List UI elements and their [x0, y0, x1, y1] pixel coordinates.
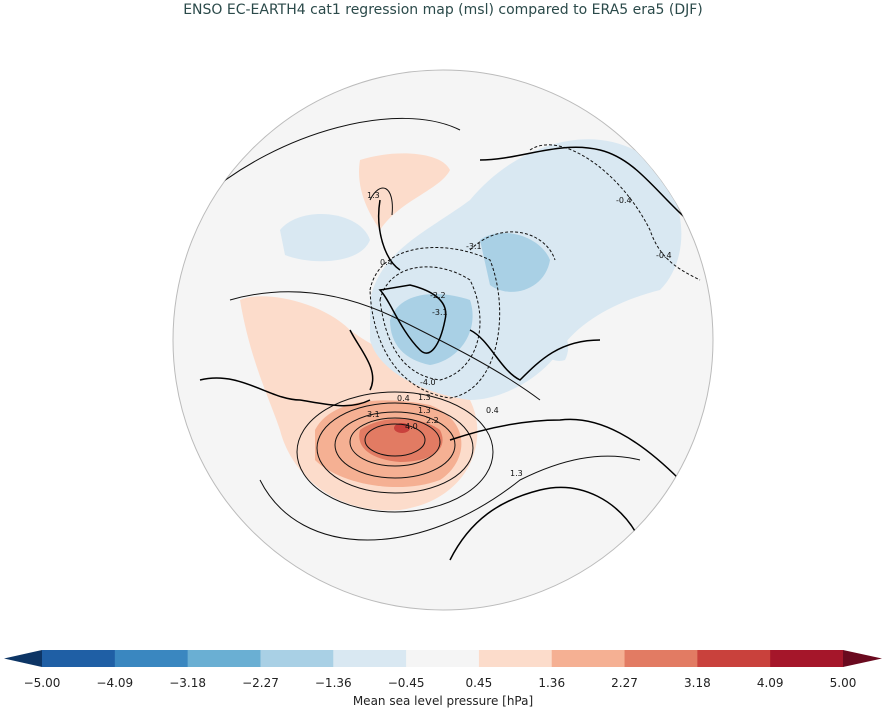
- contour-line: [316, 402, 474, 494]
- colorbar-segment: [624, 650, 698, 667]
- colorbar-tick-label: −4.09: [96, 676, 134, 690]
- contour-label: 2.2: [426, 416, 439, 425]
- contour-line: [369, 187, 393, 216]
- colorbar-segment: [187, 650, 261, 667]
- contour-line: [349, 417, 441, 467]
- colorbar-segment: [770, 650, 844, 667]
- coastline: [449, 486, 641, 561]
- colorbar-tick-label: −3.18: [169, 676, 207, 690]
- polar-map: 1.3 0.4 -2.2 -3.1 -4.0 0.4 1.3 1.3 2.2 3…: [172, 69, 714, 611]
- colorbar-tick-label: 2.27: [611, 676, 638, 690]
- colorbar-label: Mean sea level pressure [hPa]: [352, 694, 534, 708]
- contour-line-negative: [529, 144, 701, 281]
- coastline: [469, 329, 601, 381]
- colorbar-segment: [478, 650, 553, 667]
- colorbar-tick-label: −0.45: [387, 676, 425, 690]
- contour-label: -0.4: [656, 251, 672, 260]
- coastline: [449, 418, 681, 481]
- colorbar: [4, 650, 882, 667]
- contour-label: -2.2: [430, 291, 446, 300]
- coastline: [479, 146, 701, 231]
- contour-label: 0.4: [397, 394, 410, 403]
- contour-line: [334, 411, 456, 479]
- colorbar-tick-label: 4.09: [756, 676, 784, 690]
- contour-line: [199, 117, 461, 201]
- colorbar-tick-label: −5.00: [23, 676, 61, 690]
- colorbar-tick-label: 3.18: [684, 676, 711, 690]
- contour-line: [296, 391, 494, 513]
- contour-label: 1.3: [418, 393, 431, 402]
- coastline: [349, 329, 374, 391]
- colorbar-segment: [697, 650, 771, 667]
- colorbar-segment: [114, 650, 189, 667]
- colorbar-segment: [333, 650, 407, 667]
- anomaly-pos-3: [359, 418, 443, 462]
- colorbar-tick-label: 5.00: [829, 676, 857, 690]
- coastline: [378, 199, 401, 271]
- colorbar-tick-label: 1.36: [538, 676, 566, 690]
- colorbar-segment: [551, 650, 626, 667]
- colorbar-tick-label: 0.45: [465, 676, 493, 690]
- contour-label: 1.3: [510, 469, 523, 478]
- contour-label: 0.4: [486, 406, 499, 415]
- contour-label: 0.4: [380, 258, 393, 267]
- colorbar-segment: [42, 650, 116, 667]
- chart-title: ENSO EC-EARTH4 cat1 regression map (msl)…: [183, 2, 703, 18]
- colorbar-segment: [260, 650, 334, 667]
- contour-label: 1.3: [418, 406, 431, 415]
- coastline: [199, 377, 371, 407]
- contour-line: [364, 423, 426, 457]
- contour-label: -3.1: [432, 308, 448, 317]
- contour-line-negative: [369, 247, 501, 399]
- colorbar-tick-label: −2.27: [242, 676, 279, 690]
- contour-label: 4.0: [405, 422, 418, 431]
- anomaly-pos-pacific-weak: [359, 153, 450, 230]
- contour-label: -3.1: [466, 242, 482, 251]
- contour-label: -4.0: [420, 378, 436, 387]
- contour-line: [259, 455, 641, 541]
- colorbar-tick-label: −1.36: [314, 676, 352, 690]
- colorbar-segment: [406, 650, 480, 667]
- anomaly-neg-3: [390, 294, 473, 365]
- contour-line-negative: [469, 231, 556, 261]
- anomaly-neg-5: [539, 327, 569, 361]
- colorbar-over-arrow: [843, 650, 882, 667]
- coastline: [378, 284, 447, 354]
- contour-label: -0.4: [616, 196, 632, 205]
- contour-label: 3.1: [367, 410, 380, 419]
- contour-label: 1.3: [367, 191, 380, 200]
- anomaly-neg-4: [480, 232, 550, 292]
- colorbar-under-arrow: [4, 650, 42, 667]
- anomaly-neg-1: [280, 213, 370, 262]
- contour-line: [229, 291, 541, 401]
